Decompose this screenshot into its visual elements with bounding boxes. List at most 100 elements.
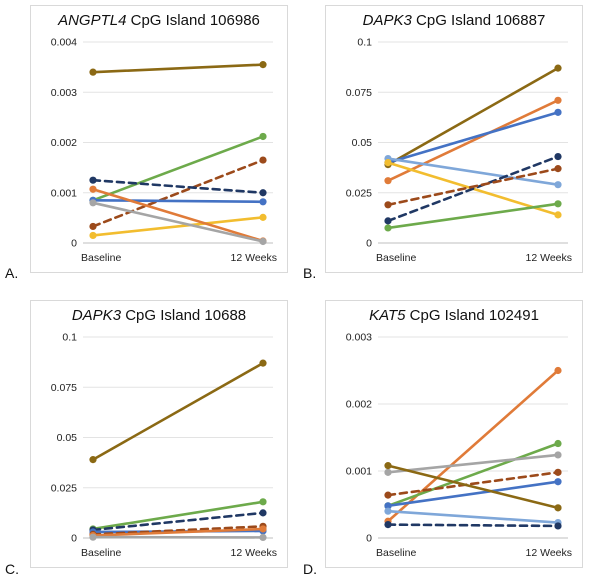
chart-title-rest: CpG Island 106986 <box>126 12 260 29</box>
series-line <box>91 527 265 537</box>
panel-letter: A. <box>5 265 19 281</box>
x-tick-label: 12 Weeks <box>526 547 573 559</box>
y-tick-label: 0 <box>71 533 77 545</box>
data-point <box>384 502 392 510</box>
series <box>89 359 267 464</box>
data-point <box>554 200 562 208</box>
x-tick-label: 12 Weeks <box>231 252 278 264</box>
series-line <box>386 111 560 164</box>
series-line <box>91 135 265 202</box>
data-point <box>384 217 392 225</box>
series-line <box>386 167 560 207</box>
y-tick-label: 0.075 <box>51 382 77 394</box>
chart-title-rest: CpG Island 102491 <box>405 307 539 324</box>
series <box>89 199 267 246</box>
series-line <box>386 98 560 182</box>
y-tick-label: 0 <box>366 238 372 250</box>
series-line <box>386 66 560 166</box>
data-point <box>554 181 562 189</box>
panel-letter: D. <box>303 561 317 577</box>
series-line <box>91 525 265 536</box>
data-point <box>384 491 392 499</box>
data-point <box>554 108 562 116</box>
data-point <box>554 468 562 476</box>
series-line <box>386 509 560 524</box>
chart-title-rest: CpG Island 106887 <box>411 12 546 29</box>
data-point <box>259 533 267 541</box>
data-point <box>554 211 562 219</box>
data-point <box>384 201 392 209</box>
x-tick-label: 12 Weeks <box>231 547 278 559</box>
series <box>384 478 562 510</box>
y-tick-label: 0.003 <box>346 332 372 344</box>
data-point <box>259 132 267 141</box>
series <box>89 156 267 231</box>
chart-title-gene: DAPK3 <box>71 307 122 324</box>
data-point <box>259 156 267 164</box>
chart-title: ANGPTL4 CpG Island 106986 <box>31 12 287 29</box>
chart-panel-d: KAT5 CpG Island 102491 0 0.001 0.002 0.003 B… <box>325 300 583 568</box>
series-line <box>386 480 560 508</box>
y-tick-label: 0 <box>366 533 372 545</box>
series <box>384 521 562 530</box>
y-tick-label: 0.1 <box>62 332 77 344</box>
data-point <box>554 478 562 486</box>
x-tick-label: Baseline <box>376 547 416 559</box>
data-point <box>89 68 97 76</box>
data-point <box>89 199 97 207</box>
y-tick-label: 0.002 <box>346 399 372 411</box>
series <box>89 213 267 240</box>
data-point <box>259 61 267 69</box>
series <box>384 462 562 512</box>
series-line <box>386 155 560 223</box>
data-point <box>89 456 97 464</box>
line-chart: 0 0.001 0.002 0.003 Baseline 12 Weeks <box>346 332 573 560</box>
series <box>384 507 562 527</box>
data-point <box>554 504 562 512</box>
y-tick-label: 0.1 <box>357 37 372 49</box>
series <box>384 152 562 225</box>
data-point <box>259 359 267 367</box>
series <box>384 64 562 169</box>
data-point <box>554 96 562 104</box>
line-chart: 0 0.025 0.05 0.075 0.1 Baseline 12 Weeks <box>346 37 572 265</box>
data-point <box>89 222 97 231</box>
chart-title: DAPK3 CpG Island 10688 <box>31 307 287 324</box>
series-line <box>91 201 265 243</box>
y-tick-label: 0.05 <box>352 137 373 149</box>
data-point <box>259 189 267 197</box>
chart-panel-a: ANGPTL4 CpG Island 106986 0 0.001 0.002 0.0… <box>30 5 288 273</box>
series <box>384 154 562 189</box>
series <box>384 200 562 232</box>
data-point <box>384 177 392 185</box>
series-line <box>91 511 265 532</box>
series-line <box>91 63 265 74</box>
series-line <box>386 523 560 528</box>
series <box>384 451 562 476</box>
chart-title-rest: CpG Island 10688 <box>121 307 247 324</box>
series <box>89 176 267 197</box>
data-point <box>554 152 562 161</box>
data-point <box>89 533 97 541</box>
data-point <box>384 521 392 529</box>
series-line <box>386 453 560 474</box>
series-line <box>91 178 265 195</box>
data-point <box>259 237 267 246</box>
panel-letter: C. <box>5 561 19 577</box>
data-point <box>89 176 97 184</box>
series-line <box>91 361 265 461</box>
x-tick-label: Baseline <box>81 252 121 264</box>
data-point <box>259 213 267 221</box>
series-line <box>386 202 560 230</box>
series-line <box>386 471 560 497</box>
series-line <box>386 369 560 523</box>
series-line <box>91 158 265 228</box>
chart-title-gene: KAT5 <box>369 307 406 324</box>
data-point <box>89 185 97 193</box>
data-point <box>384 468 392 476</box>
line-chart: 0 0.001 0.002 0.003 0.004 Baseline 12 Weeks <box>51 37 278 265</box>
line-chart: 0 0.025 0.05 0.075 0.1 Baseline 12 Weeks <box>51 332 278 560</box>
chart-title: KAT5 CpG Island 102491 <box>326 307 582 324</box>
y-tick-label: 0.025 <box>346 187 372 199</box>
data-point <box>554 522 562 530</box>
